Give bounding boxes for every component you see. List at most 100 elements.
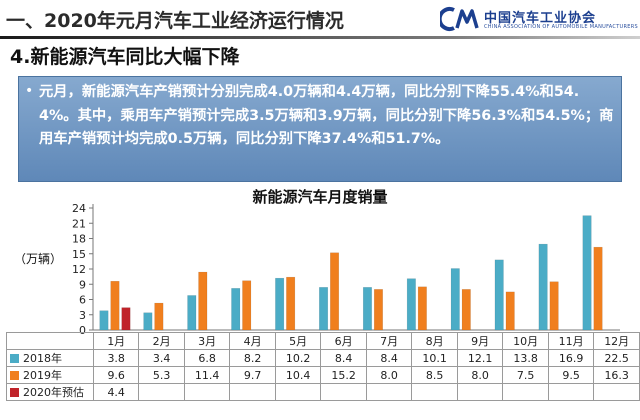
data-label [320,383,367,401]
data-label: 8.2 [229,349,276,367]
bar-2019年-2月 [154,302,164,331]
y-tick-label: 9 [79,278,86,291]
header-divider [0,36,640,39]
data-label [183,383,231,401]
data-label: 12.1 [456,349,504,367]
section-heading: 4.新能源汽车同比大幅下降 [10,46,240,68]
y-tick-label: 15 [72,248,86,261]
x-tick-label: 4月 [229,332,276,350]
bar-2018年-6月 [319,287,329,331]
bar-2018年-4月 [231,288,241,331]
data-label: 4.4 [92,383,140,401]
data-label [365,383,413,401]
y-tick-label: 21 [72,217,86,230]
table-row: 2020年预估 4.4 [6,383,640,401]
bar-2018年-8月 [406,278,416,331]
bar-2018年-1月 [99,310,109,331]
legend-swatch [10,371,19,380]
x-tick-label: 9月 [456,332,504,350]
summary-text: 元月，新能源汽车产销预计分别完成4.0万辆和4.4万辆，同比分别下降55.4%和… [39,84,614,147]
legend-entry: 2020年预估 [6,383,94,401]
data-label: 10.4 [274,366,322,384]
bar-2019年-6月 [330,252,340,331]
y-tick-label: 18 [72,233,86,246]
data-label [593,383,640,401]
table-header-row: 1月 2月 3月 4月 5月 6月 7月 8月 9月 10月 11月 12月 [6,332,640,350]
y-tick-label: 6 [79,294,86,307]
bar-2018年-7月 [362,287,372,331]
y-axis-label: （万辆） [14,252,63,266]
data-label: 9.6 [92,366,140,384]
table-row: 2019年 9.6 5.3 11.4 9.7 10.4 15.2 8.0 8.5 8.0 7.5 9.… [6,366,640,384]
data-label: 8.5 [411,366,458,384]
bullet-icon: • [25,83,34,99]
data-label: 5.3 [138,366,185,384]
bar-2019年-7月 [373,289,383,331]
data-label: 3.4 [138,349,185,367]
logo-text: 中国汽车工业协会 [484,11,597,26]
data-label: 7.5 [502,366,549,384]
x-tick-label: 5月 [274,332,322,350]
legend-entry: 2019年 [6,366,94,384]
bar-2019年-8月 [417,286,427,331]
association-logo: 中国汽车工业协会 CHINA ASSOCIATION OF AUTOMOBILE… [440,4,638,34]
bar-2020年预估-1月 [121,307,131,331]
y-tick-label: 0 [79,324,86,337]
x-tick-label: 8月 [411,332,458,350]
data-table: 1月 2月 3月 4月 5月 6月 7月 8月 9月 10月 11月 12月 2018年 3.8 3.4 6.… [6,332,640,401]
monthly-sales-chart: 0 3 6 9 12 15 18 21 24 [72,202,620,337]
data-label [547,383,595,401]
data-label: 22.5 [593,349,640,367]
bar-2018年-9月 [450,268,460,331]
table-corner-cell [6,332,94,350]
x-tick-label: 10月 [502,332,549,350]
table-row: 2018年 3.8 3.4 6.8 8.2 10.2 8.4 8.4 10.1 12.1 13.8 1… [6,349,640,367]
bar-2019年-9月 [461,289,471,331]
bar-2018年-10月 [494,259,504,331]
bar-2019年-11月 [549,281,559,331]
data-label [138,383,185,401]
slide-title: 一、2020年元月汽车工业经济运行情况 [6,10,344,32]
legend-swatch [10,388,19,397]
bar-2018年-2月 [143,312,153,331]
caam-logo-icon [440,7,479,31]
bar-2019年-3月 [198,271,208,331]
bar-2019年-1月 [110,280,120,331]
legend-label: 2020年预估 [23,386,84,399]
bar-2018年-3月 [187,295,197,331]
data-label: 8.4 [320,349,367,367]
data-label [456,383,504,401]
legend-label: 2018年 [23,352,62,365]
data-label: 10.2 [274,349,322,367]
data-label: 10.1 [411,349,458,367]
bar-2018年-5月 [275,277,285,331]
x-tick-label: 2月 [138,332,185,350]
data-label [502,383,549,401]
bar-2019年-12月 [593,246,603,331]
legend-swatch [10,354,19,363]
data-label: 13.8 [502,349,549,367]
data-label: 8.0 [456,366,504,384]
x-tick-label: 12月 [593,332,640,350]
slide-header: 一、2020年元月汽车工业经济运行情况 中国汽车工业协会 CHINA ASSOC… [0,0,640,39]
x-tick-label: 6月 [320,332,367,350]
data-label: 8.4 [365,349,413,367]
x-tick-label: 1月 [92,332,140,350]
data-label: 15.2 [320,366,367,384]
x-tick-label: 11月 [547,332,595,350]
data-label: 16.3 [593,366,640,384]
y-tick-label: 3 [79,309,86,322]
logo-subtext: CHINA ASSOCIATION OF AUTOMOBILE MANUFACT… [484,24,638,30]
data-label: 8.0 [365,366,413,384]
bar-2019年-10月 [505,291,515,331]
bar-2019年-5月 [286,276,296,331]
legend-label: 2019年 [23,369,62,382]
data-label: 9.5 [547,366,595,384]
data-label: 11.4 [183,366,231,384]
bar-2018年-12月 [582,215,592,331]
data-label: 9.7 [229,366,276,384]
chart-title: 新能源汽车月度销量 [252,188,388,206]
x-tick-label: 3月 [183,332,231,350]
y-tick-label: 12 [72,263,86,276]
data-label: 16.9 [547,349,595,367]
